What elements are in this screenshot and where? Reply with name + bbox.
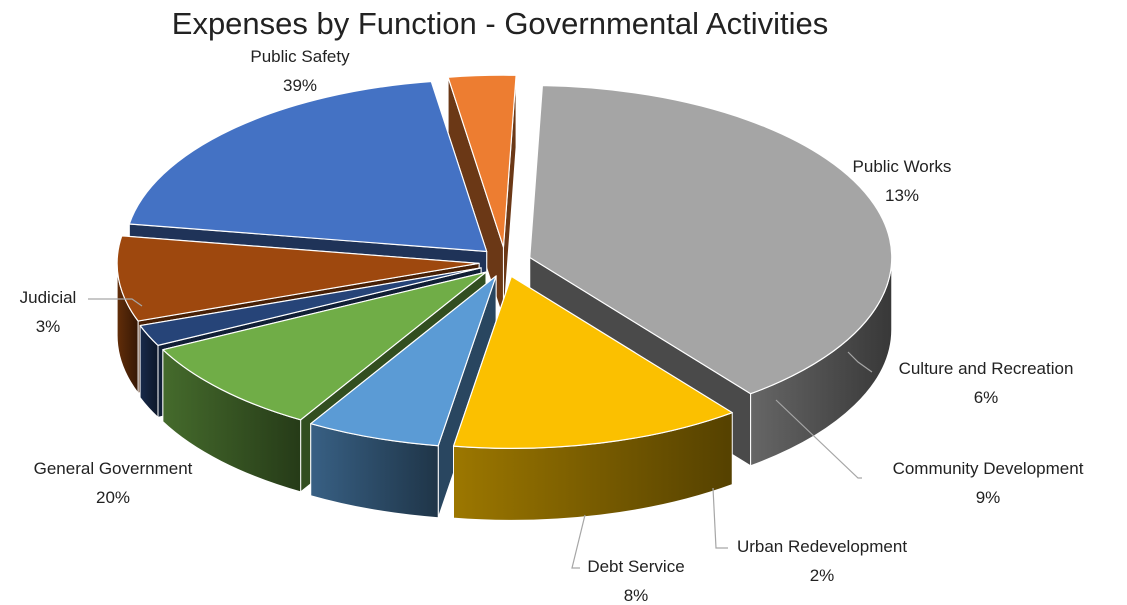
leader-line-debt-service [571, 514, 586, 569]
slice-general-government [128, 80, 488, 253]
slice-percent-debt-service: 8% [624, 586, 649, 605]
slice-label-community-development: Community Development [893, 459, 1084, 478]
slice-culture-and-recreation [310, 275, 497, 447]
slice-public-safety [529, 84, 893, 395]
leader-lines [88, 298, 873, 569]
slice-percent-community-development: 9% [976, 488, 1001, 507]
slice-debt-service [116, 235, 480, 322]
slice-percent-general-government: 20% [96, 488, 130, 507]
slice-label-culture-and-recreation: Culture and Recreation [899, 359, 1074, 378]
slice-percent-culture-and-recreation: 6% [974, 388, 999, 407]
slice-percent-urban-redevelopment: 2% [810, 566, 835, 585]
slice-label-urban-redevelopment: Urban Redevelopment [737, 537, 907, 556]
slice-percent-judicial: 3% [36, 317, 61, 336]
slice-community-development [162, 271, 487, 421]
slice-labels: Public Safety 39% Public Works 13% Culture a… [20, 47, 1084, 605]
slice-label-public-works: Public Works [853, 157, 952, 176]
slice-percent-public-works: 13% [885, 186, 919, 205]
pie-tops [116, 74, 893, 449]
slice-label-judicial: Judicial [20, 288, 77, 307]
leader-line-community-development [775, 399, 862, 479]
leader-line-urban-redevelopment [712, 487, 728, 549]
slice-label-debt-service: Debt Service [587, 557, 684, 576]
slice-label-public-safety: Public Safety [250, 47, 350, 66]
leader-line-judicial [88, 298, 143, 307]
slice-public-works [452, 275, 733, 449]
slice-label-general-government: General Government [34, 459, 193, 478]
slice-urban-redevelopment [139, 267, 482, 346]
slice-judicial [447, 74, 517, 248]
chart-title: Expenses by Function - Governmental Acti… [171, 6, 829, 41]
leader-line-culture-and-recreation [847, 351, 873, 373]
slice-percent-public-safety: 39% [283, 76, 317, 95]
